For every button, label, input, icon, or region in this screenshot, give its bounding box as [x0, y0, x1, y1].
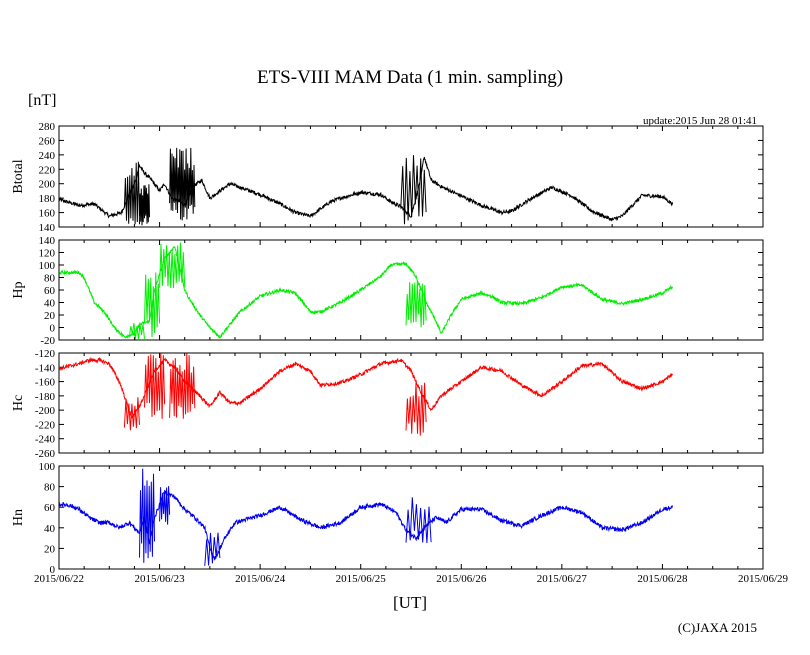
x-axis-label: [UT]	[393, 593, 427, 612]
y-tick-label: 160	[39, 208, 56, 220]
disturbance-spikes	[139, 468, 155, 563]
x-tick-label: 2015/06/26	[436, 573, 487, 585]
unit-label: [nT]	[28, 92, 56, 109]
y-tick-label: -180	[35, 391, 56, 403]
x-tick-label: 2015/06/27	[537, 573, 588, 585]
y-tick-label: -200	[35, 405, 56, 417]
x-tick-label: 2015/06/22	[34, 573, 84, 585]
panel-frame	[58, 239, 764, 341]
credit-text: (C)JAXA 2015	[678, 620, 757, 635]
series-line	[59, 156, 673, 222]
update-timestamp: update:2015 Jun 28 01:41	[643, 115, 757, 127]
y-tick-label: -240	[35, 434, 56, 446]
y-tick-label: 120	[39, 248, 56, 260]
y-tick-label: 60	[44, 502, 56, 514]
panel-btotal: 280 260 240 220 200 180 160 140 Btotal	[11, 121, 764, 234]
disturbance-spikes	[405, 497, 432, 544]
disturbance-spikes	[139, 184, 150, 226]
y-axis-label: Hn	[11, 509, 26, 526]
x-tick-label: 2015/06/23	[135, 573, 186, 585]
y-tick-label: -20	[40, 335, 55, 347]
y-tick-label: -220	[35, 419, 56, 431]
disturbance-spikes	[400, 155, 427, 225]
series-hp	[59, 242, 673, 340]
y-tick-label: 40	[44, 298, 56, 310]
disturbance-spikes	[144, 353, 166, 419]
y-tick-label: 80	[44, 482, 56, 494]
panel-hc: -120 -140 -160 -180 -200 -220 -240 -260 Hc	[11, 348, 764, 460]
disturbance-spikes	[159, 486, 171, 525]
chart-title: ETS-VIII MAM Data (1 min. sampling)	[257, 67, 563, 88]
disturbance-spikes	[405, 281, 427, 328]
y-tick-label: 20	[44, 543, 56, 555]
disturbance-spikes	[123, 397, 140, 431]
disturbance-spikes	[405, 382, 427, 436]
y-tick-label: -120	[35, 348, 56, 360]
disturbance-spikes	[159, 242, 186, 289]
y-tick-label: 180	[39, 193, 56, 205]
y-tick-label: 40	[44, 523, 56, 535]
y-tick-label: -260	[35, 448, 56, 460]
series-line	[59, 246, 673, 339]
y-tick-label: 200	[39, 179, 56, 191]
panels: 280260240220200180160140Btotal1401201008…	[11, 121, 764, 576]
y-axis-label: Hc	[11, 395, 26, 411]
y-tick-label: -160	[35, 377, 56, 389]
disturbance-spikes	[204, 532, 221, 566]
series-hn	[59, 468, 673, 566]
disturbance-spikes	[128, 323, 145, 340]
y-tick-label: 80	[44, 273, 56, 285]
disturbance-spikes	[169, 353, 196, 419]
y-tick-label: 220	[39, 164, 56, 176]
x-tick-label: 2015/06/28	[637, 573, 688, 585]
y-tick-label: 100	[39, 260, 56, 272]
y-tick-label: 140	[39, 235, 56, 247]
panel-hn: 100 80 60 40 20 0 Hn	[11, 461, 764, 576]
y-tick-label: 20	[44, 310, 56, 322]
x-tick-label: 2015/06/25	[336, 573, 387, 585]
x-axis-ticks: 2015/06/22 2015/06/23 2015/06/24 2015/06/25…	[34, 573, 789, 585]
disturbance-spikes	[169, 147, 196, 221]
disturbance-spikes	[123, 161, 140, 225]
y-tick-label: 60	[44, 285, 56, 297]
disturbance-spikes	[144, 272, 161, 338]
y-tick-label: 0	[50, 564, 56, 576]
x-tick-label: 2015/06/29	[738, 573, 789, 585]
y-tick-label: 100	[39, 461, 56, 473]
y-tick-label: 140	[39, 222, 56, 234]
y-tick-label: -140	[35, 362, 56, 374]
y-tick-label: 240	[39, 150, 56, 162]
series-hc	[59, 353, 673, 436]
y-axis-label: Btotal	[11, 159, 26, 193]
y-tick-label: 280	[39, 121, 56, 133]
y-axis-label: Hp	[11, 281, 26, 298]
series-btotal	[59, 147, 673, 226]
y-tick-label: 0	[50, 323, 56, 335]
y-tick-label: 260	[39, 135, 56, 147]
x-tick-label: 2015/06/24	[235, 573, 286, 585]
